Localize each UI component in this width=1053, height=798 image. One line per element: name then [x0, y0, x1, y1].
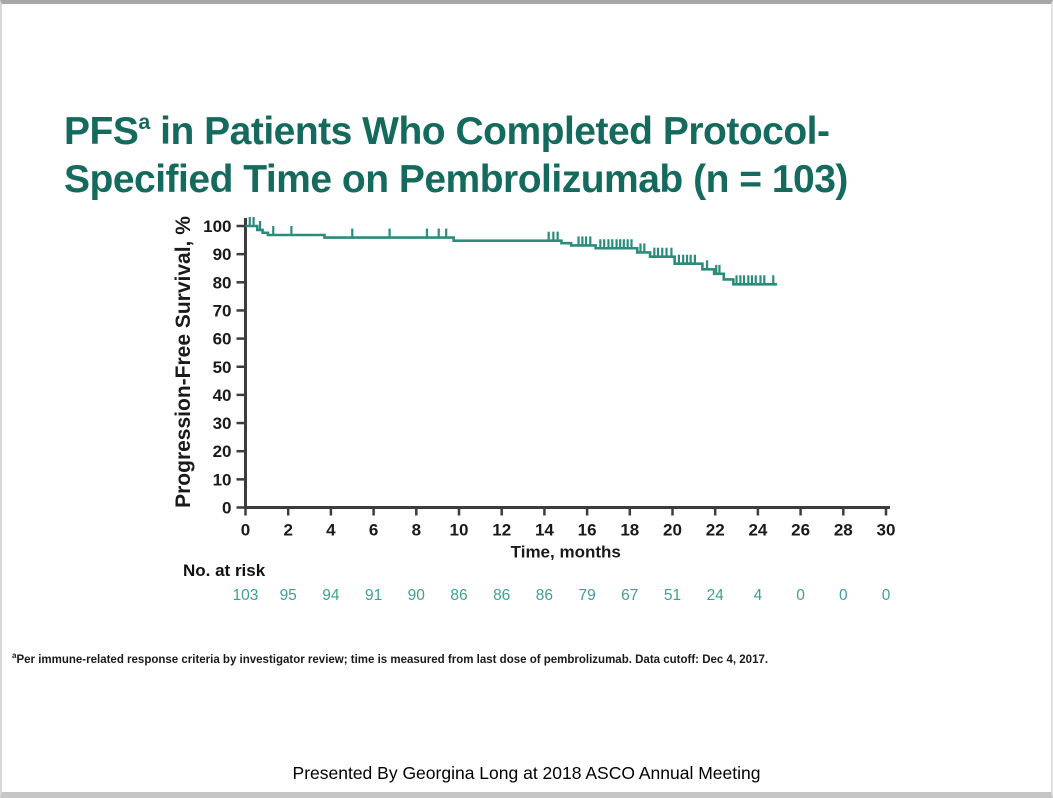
- at-risk-value: 91: [365, 587, 382, 604]
- slide-title: PFSa in Patients Who Completed Protocol-…: [64, 108, 984, 204]
- y-tick-label: 90: [213, 245, 232, 264]
- title-prefix: PFS: [64, 110, 139, 153]
- title-line-1-rest: in Patients Who Completed Protocol-: [149, 110, 830, 153]
- y-tick-label: 60: [213, 330, 232, 349]
- at-risk-value: 0: [882, 587, 891, 604]
- at-risk-value: 79: [578, 587, 595, 604]
- x-tick-label: 18: [620, 521, 639, 540]
- footer-credit: Presented By Georgina Long at 2018 ASCO …: [292, 763, 761, 783]
- at-risk-value: 90: [408, 587, 426, 604]
- at-risk-value: 0: [839, 587, 848, 604]
- x-axis-title: Time, months: [511, 543, 621, 562]
- y-tick-label: 0: [222, 499, 231, 518]
- km-curve: [245, 224, 778, 286]
- y-tick-label: 20: [213, 442, 232, 461]
- at-risk-value: 95: [280, 587, 297, 604]
- x-tick-label: 22: [706, 521, 725, 540]
- y-tick-label: 80: [213, 273, 232, 292]
- at-risk-value: 24: [707, 587, 725, 604]
- at-risk-value: 0: [796, 587, 805, 604]
- at-risk-label: No. at risk: [183, 561, 266, 580]
- x-tick-label: 24: [748, 521, 767, 540]
- footnote: aPer immune-related response criteria by…: [12, 651, 852, 666]
- x-tick-label: 8: [412, 521, 421, 540]
- y-axis-title: Progression-Free Survival, %: [172, 216, 195, 508]
- y-tick-label: 30: [213, 414, 232, 433]
- at-risk-value: 51: [664, 587, 681, 604]
- x-tick-label: 4: [326, 521, 336, 540]
- at-risk-value: 86: [450, 587, 467, 604]
- x-tick-label: 2: [283, 521, 292, 540]
- footnote-text: Per immune-related response criteria by …: [16, 654, 769, 666]
- y-tick-label: 10: [213, 470, 232, 489]
- x-tick-label: 0: [241, 521, 250, 540]
- at-risk-value: 4: [754, 587, 763, 604]
- x-tick-label: 28: [834, 521, 853, 540]
- at-risk-value: 86: [493, 587, 510, 604]
- y-tick-label: 50: [213, 358, 232, 377]
- at-risk-value: 67: [621, 587, 638, 604]
- title-line-2: Specified Time on Pembrolizumab (n = 103…: [64, 158, 848, 201]
- at-risk-value: 94: [322, 587, 340, 604]
- x-tick-label: 14: [535, 521, 554, 540]
- y-tick-label: 40: [213, 386, 232, 405]
- x-tick-label: 30: [877, 521, 896, 540]
- at-risk-value: 86: [536, 587, 553, 604]
- title-line-1: PFSa in Patients Who Completed Protocol-: [64, 108, 984, 156]
- title-superscript: a: [138, 109, 150, 134]
- x-tick-label: 26: [791, 521, 810, 540]
- x-tick-label: 10: [450, 521, 469, 540]
- x-tick-label: 16: [578, 521, 597, 540]
- y-tick-label: 100: [203, 217, 231, 236]
- x-tick-label: 20: [663, 521, 682, 540]
- footnote-superscript: a: [12, 651, 17, 661]
- at-risk-value: 103: [233, 587, 259, 604]
- x-tick-label: 12: [492, 521, 511, 540]
- x-tick-label: 6: [369, 521, 378, 540]
- y-tick-label: 70: [213, 301, 232, 320]
